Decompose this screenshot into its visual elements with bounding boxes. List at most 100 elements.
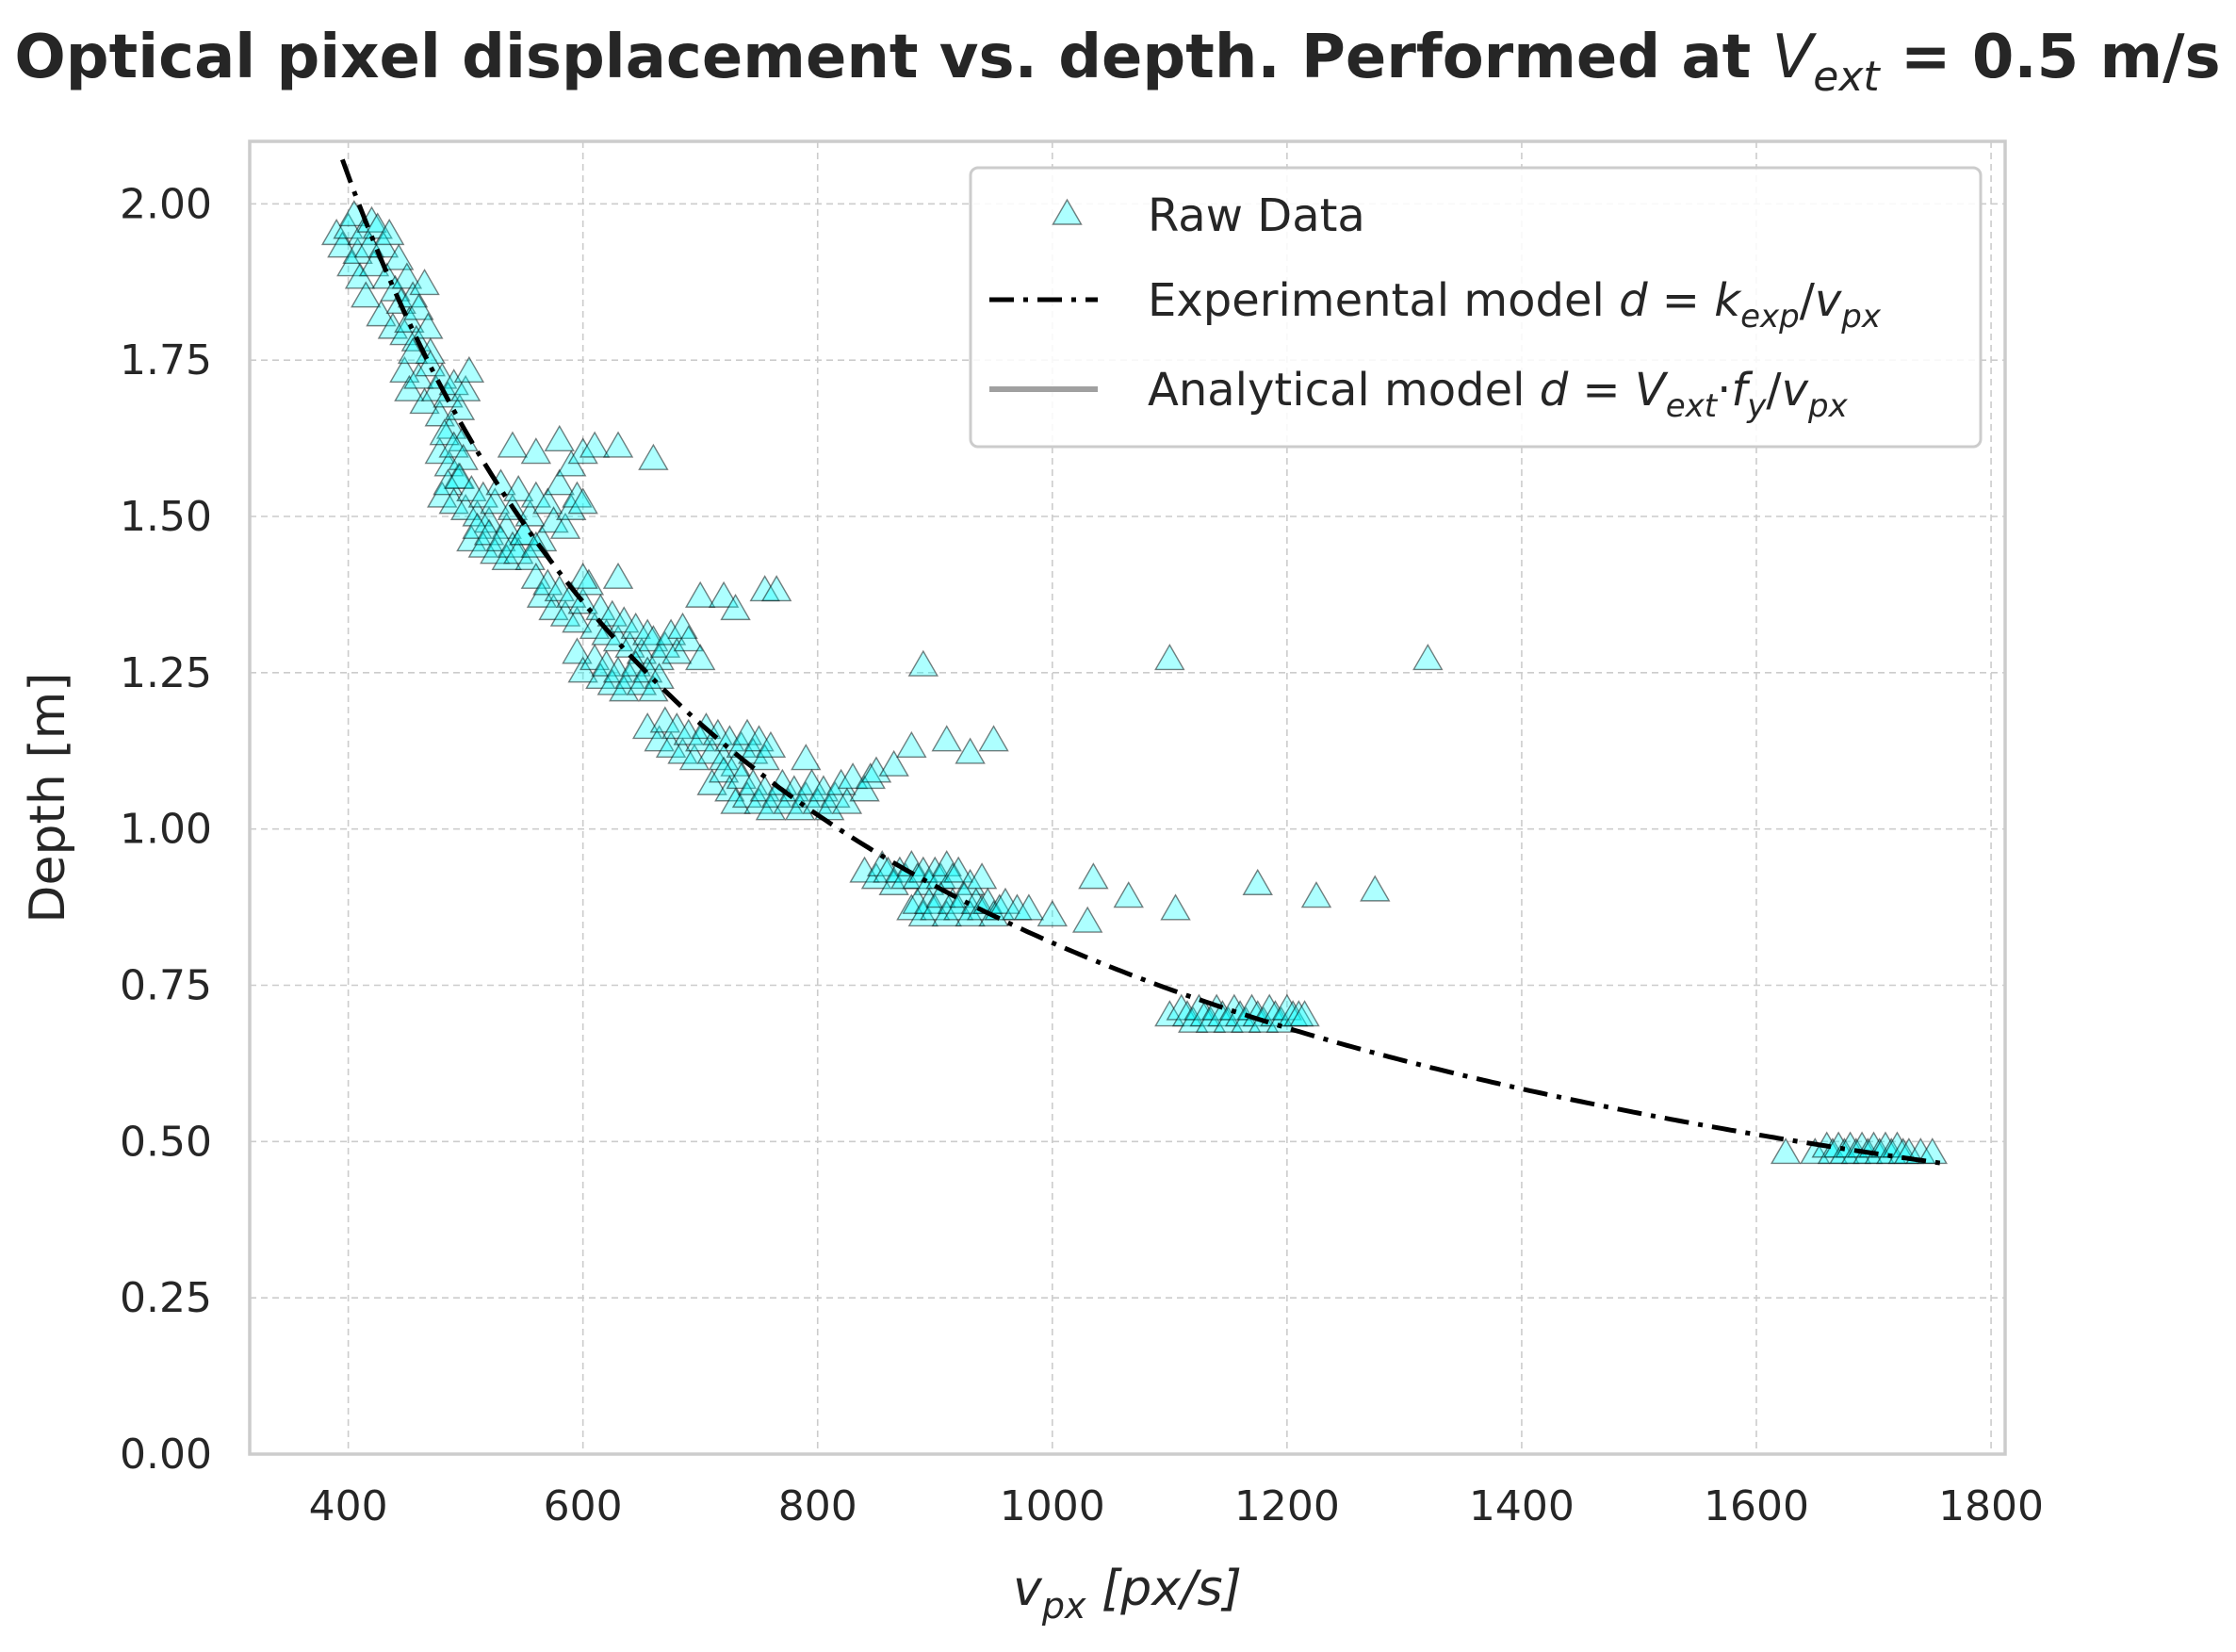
data-point (667, 612, 698, 639)
data-point (1013, 893, 1045, 921)
data-point (383, 243, 415, 270)
data-point (562, 481, 593, 508)
data-point (1160, 893, 1191, 921)
data-point (462, 512, 493, 539)
data-point (435, 412, 467, 439)
data-point (373, 218, 405, 246)
legend-label: Experimental model d = kexp/vpx (1148, 274, 1882, 335)
data-point (684, 581, 716, 608)
data-point (966, 862, 998, 890)
data-point (738, 768, 769, 795)
data-point (661, 712, 693, 740)
data-point (949, 881, 980, 908)
data-point (684, 644, 716, 671)
data-point (644, 662, 675, 690)
data-point (453, 355, 485, 384)
data-point (1078, 862, 1109, 890)
data-point (391, 262, 423, 289)
data-point (867, 849, 898, 877)
legend-label: Analytical model d = Vext·fy/vpx (1148, 364, 1849, 425)
data-point (942, 856, 974, 883)
data-point (351, 281, 382, 308)
data-point (449, 374, 481, 401)
data-point (638, 443, 669, 470)
x-tick-label: 1200 (1234, 1482, 1340, 1530)
data-point (362, 212, 393, 239)
x-label-variable: v (1013, 1561, 1043, 1617)
data-point (743, 725, 775, 752)
data-point (591, 649, 622, 677)
data-point (791, 744, 822, 771)
data-point (544, 575, 575, 602)
data-point (1113, 881, 1144, 908)
data-point (415, 350, 446, 377)
x-label-subscript: px (1041, 1585, 1086, 1627)
y-tick-label: 0.75 (120, 962, 212, 1010)
data-point (1300, 881, 1332, 908)
data-point (532, 487, 563, 515)
data-point (673, 625, 704, 652)
title-tail: = 0.5 m/s (1880, 23, 2221, 92)
data-point (497, 431, 529, 458)
data-point (708, 581, 740, 608)
y-tick-label: 1.75 (120, 336, 212, 384)
data-point (1071, 906, 1103, 933)
data-point (480, 487, 511, 515)
y-tick-label: 0.00 (120, 1431, 212, 1479)
data-point (1770, 1137, 1802, 1165)
data-point (609, 606, 640, 633)
x-tick-label: 1400 (1469, 1482, 1575, 1530)
plot-frame (248, 139, 2007, 1456)
data-point (978, 725, 1009, 752)
data-point (907, 649, 939, 677)
data-point (403, 293, 434, 320)
data-point (438, 431, 469, 458)
y-tick-label: 1.00 (120, 806, 212, 854)
data-point (532, 568, 563, 596)
data-point (726, 762, 758, 790)
data-point (1882, 1131, 1913, 1158)
data-point (1242, 868, 1273, 895)
raw-data-series (320, 200, 1949, 1165)
data-point (1360, 875, 1391, 902)
x-tick-label: 1000 (1000, 1482, 1105, 1530)
y-axis-ticks: 0.00 0.25 0.50 0.75 1.00 1.25 1.50 1.75 2.00 (120, 180, 212, 1479)
title-text: Optical pixel displacement vs. depth. Pe… (14, 23, 1771, 92)
x-tick-label: 800 (778, 1482, 857, 1530)
data-point (397, 337, 429, 365)
data-point (760, 575, 792, 602)
y-tick-label: 0.50 (120, 1118, 212, 1166)
data-point (1154, 644, 1185, 671)
x-tick-label: 400 (309, 1482, 388, 1530)
y-tick-label: 2.00 (120, 180, 212, 228)
legend-box (969, 166, 1983, 449)
data-point (413, 312, 444, 339)
data-point (1289, 1000, 1320, 1027)
data-point (649, 706, 681, 733)
data-point (549, 512, 581, 539)
data-point (796, 768, 827, 795)
data-point (596, 599, 628, 627)
data-point (755, 730, 787, 759)
legend-marker-triangle (1052, 198, 1083, 225)
data-point (520, 481, 552, 508)
data-point (429, 418, 460, 446)
data-point (567, 487, 598, 515)
title-variable: V (1771, 23, 1817, 92)
data-point (631, 618, 663, 646)
x-tick-label: 1600 (1704, 1482, 1809, 1530)
legend-label: Raw Data (1148, 189, 1365, 242)
data-point (444, 393, 476, 420)
data-point (1412, 644, 1444, 671)
data-point (491, 512, 522, 539)
data-point (579, 431, 611, 458)
data-point (456, 474, 487, 502)
data-point (708, 756, 740, 783)
data-point (1917, 1137, 1949, 1165)
data-point (485, 525, 516, 552)
data-point (631, 656, 663, 683)
data-point (1271, 993, 1303, 1021)
data-point (444, 462, 476, 489)
data-point (931, 849, 962, 877)
